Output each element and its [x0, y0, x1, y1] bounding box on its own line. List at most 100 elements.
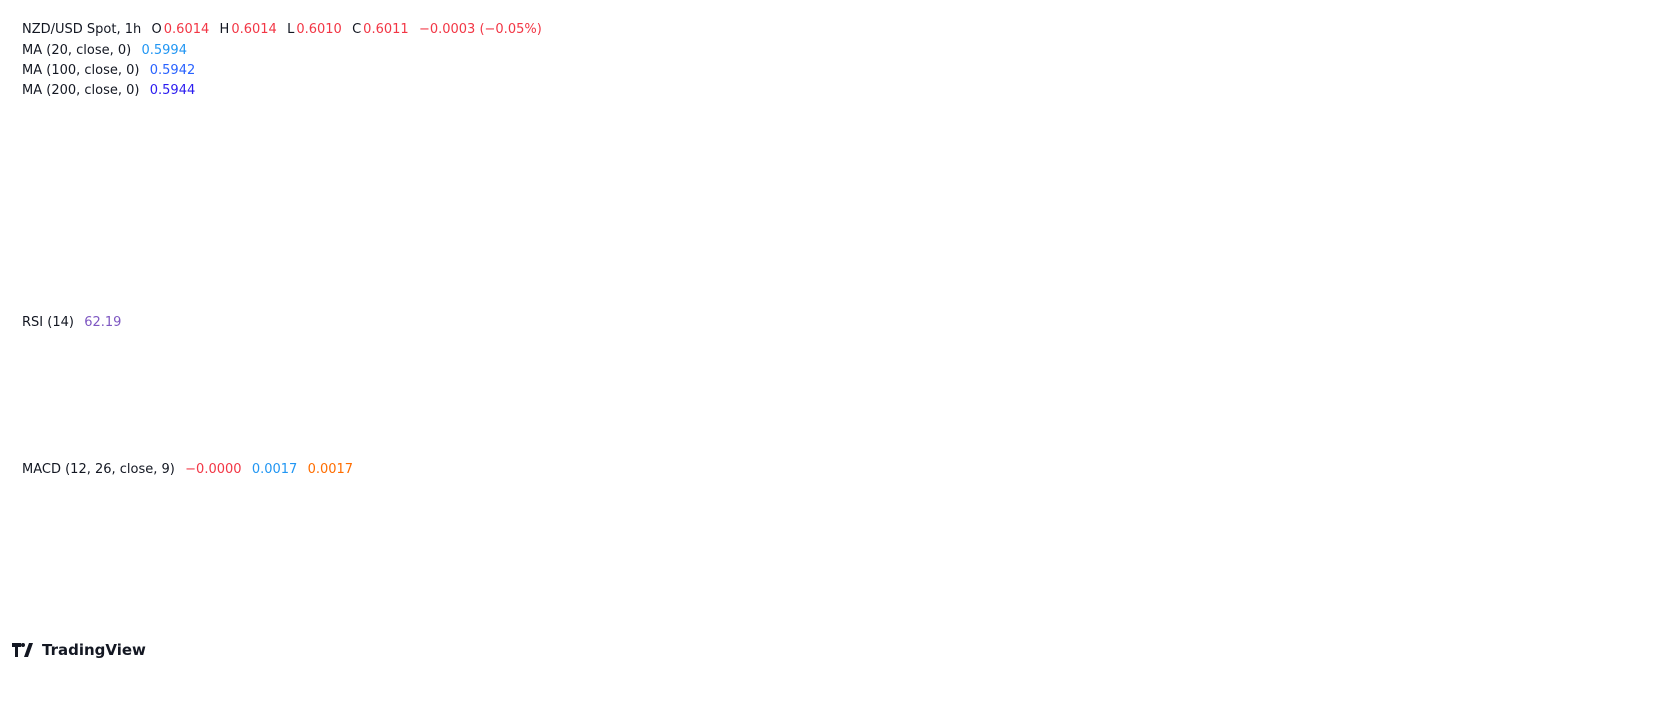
- candle-body: [380, 201, 386, 206]
- macd-histogram-bar: [79, 517, 85, 525]
- macd-histogram-bar: [163, 525, 169, 528]
- candle-body: [1024, 253, 1030, 262]
- candle-body: [1241, 154, 1247, 157]
- macd-histogram-bar: [1122, 514, 1128, 525]
- macd-histogram-bar: [436, 523, 442, 525]
- macd-line: [11, 467, 1413, 586]
- candle-body: [751, 133, 757, 139]
- candle-body: [1010, 257, 1016, 264]
- rsi-line: [11, 317, 1413, 438]
- candle-body: [212, 198, 218, 209]
- macd-histogram-bar: [450, 523, 456, 525]
- candle-body: [800, 153, 806, 157]
- macd-histogram-bar: [429, 523, 435, 525]
- candle-body: [814, 168, 820, 174]
- candle-body: [828, 184, 834, 198]
- candle-body: [513, 164, 519, 166]
- macd-histogram-bar: [1276, 522, 1282, 525]
- candle-body: [835, 187, 841, 198]
- ma200-tag-text: 0.5944: [1497, 190, 1544, 206]
- macd-legend[interactable]: MACD (12, 26, close, 9) −0.0000 0.0017 0…: [22, 462, 354, 477]
- candle-body: [730, 140, 736, 143]
- candle-body: [1108, 203, 1114, 206]
- candle-body: [989, 260, 995, 265]
- time-label: 24: [105, 611, 122, 626]
- macd-histogram-bar: [877, 525, 883, 540]
- price-tick: 0.6000: [1497, 101, 1543, 116]
- macd-histogram-bar: [653, 518, 659, 525]
- macd-histogram-bar: [912, 525, 918, 539]
- rsi-band-fill: [10, 342, 1487, 420]
- macd-histogram-bar: [989, 524, 995, 526]
- macd-histogram-bar: [1395, 523, 1401, 525]
- macd-histogram-bar: [1199, 525, 1205, 529]
- candle-body: [394, 191, 400, 204]
- macd-histogram-bar: [1297, 522, 1303, 525]
- macd-histogram-bar: [394, 525, 400, 529]
- candle-body: [534, 167, 540, 169]
- high-value: 0.6014: [231, 22, 277, 37]
- candle-body: [156, 183, 162, 191]
- macd-histogram-bar: [114, 523, 120, 525]
- candle-body: [1360, 51, 1366, 73]
- ma20-legend[interactable]: MA (20, close, 0) 0.5994: [22, 43, 187, 58]
- macd-histogram-bar: [415, 525, 421, 526]
- tradingview-logo[interactable]: TradingView: [12, 641, 146, 659]
- candle-body: [947, 267, 953, 276]
- macd-histogram-bar: [660, 518, 666, 525]
- candle-body: [1052, 243, 1058, 245]
- ma200-legend[interactable]: MA (200, close, 0) 0.5944: [22, 83, 196, 98]
- macd-histogram-bar: [128, 524, 134, 526]
- candle-body: [905, 234, 911, 243]
- macd-histogram-bar: [275, 525, 281, 527]
- ma100-legend[interactable]: MA (100, close, 0) 0.5942: [22, 63, 196, 78]
- time-label: 2: [1110, 611, 1118, 626]
- macd-histogram-bar: [779, 525, 785, 530]
- macd-histogram-bar: [170, 525, 176, 529]
- candle-body: [660, 139, 666, 147]
- macd-histogram-bar: [765, 525, 771, 527]
- macd-histogram-bar: [1094, 508, 1100, 525]
- macd-histogram-bar: [30, 514, 36, 525]
- macd-histogram-bar: [1206, 525, 1212, 528]
- macd-histogram-bar: [1367, 516, 1373, 525]
- candle-body: [1353, 51, 1359, 130]
- macd-histogram-bar: [44, 513, 50, 525]
- macd-histogram-bar: [730, 523, 736, 525]
- macd-histogram-bar: [807, 525, 813, 536]
- candle-body: [100, 191, 106, 199]
- candle-body: [849, 185, 855, 189]
- candle-body: [975, 259, 981, 263]
- candle-body: [478, 155, 484, 160]
- macd-histogram-bar: [520, 521, 526, 525]
- macd-histogram-bar: [149, 525, 155, 526]
- candle-body: [744, 133, 750, 135]
- macd-histogram-bar: [898, 525, 904, 540]
- candle-body: [268, 190, 274, 193]
- macd-histogram-bar: [576, 525, 582, 534]
- macd-histogram-bar: [940, 525, 946, 536]
- rsi-legend[interactable]: RSI (14) 62.19: [22, 315, 122, 330]
- candle-body: [149, 183, 155, 187]
- candle-body: [79, 187, 85, 195]
- macd-histogram-bar: [282, 525, 288, 526]
- candle-body: [415, 174, 421, 184]
- macd-histogram-bar: [793, 525, 799, 533]
- macd-histogram-bar: [1283, 522, 1289, 525]
- macd-histogram-bar: [569, 525, 575, 534]
- candle-body: [968, 259, 974, 266]
- macd-histogram-bar: [1136, 516, 1142, 525]
- macd-histogram-bar: [359, 525, 365, 528]
- candle-body: [1171, 196, 1177, 206]
- macd-histogram-bar: [891, 525, 897, 540]
- candle-body: [877, 184, 883, 218]
- macd-histogram-bar: [1269, 522, 1275, 525]
- macd-histogram-bar: [506, 519, 512, 525]
- candle-body: [996, 260, 1002, 268]
- macd-histogram-bar: [562, 525, 568, 531]
- candle-body: [884, 217, 890, 229]
- candle-body: [702, 144, 708, 147]
- macd-histogram-bar: [51, 514, 57, 525]
- macd-histogram-bar: [1311, 523, 1317, 525]
